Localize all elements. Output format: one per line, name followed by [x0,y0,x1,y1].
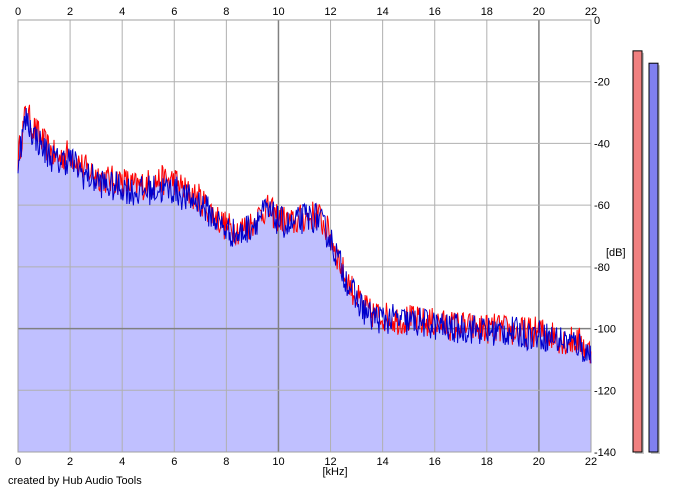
x-tick-label-bottom: 16 [429,456,441,468]
plot-border [17,19,592,453]
y-tick-label: -120 [594,385,616,397]
x-tick-label-bottom: 20 [533,456,545,468]
spectrum-lines [17,104,592,364]
x-tick-label-top: 4 [119,6,125,18]
x-tick-label-top: 18 [481,6,493,18]
spectrum-area-fill [18,104,591,453]
y-tick-label: -140 [594,447,616,459]
y-tick-label: -100 [594,324,616,336]
x-axis-unit-label: [kHz] [322,466,347,478]
tick-labels: 002244668810101212141416161818202022220-… [15,6,616,468]
x-tick-label-bottom: 22 [585,456,597,468]
x-tick-label-top: 10 [272,6,284,18]
x-tick-label-top: 6 [171,6,177,18]
y-axis-unit-label: [dB] [606,247,626,259]
x-tick-label-bottom: 12 [324,456,336,468]
x-tick-label-bottom: 8 [223,456,229,468]
x-tick-label-bottom: 18 [481,456,493,468]
meter-bar-right [648,62,659,453]
y-tick-label: -20 [594,77,610,89]
credit-text: created by Hub Audio Tools [8,475,142,487]
x-tick-label-bottom: 4 [119,456,125,468]
x-tick-label-bottom: 6 [171,456,177,468]
level-meters [632,50,660,454]
spectrum-fill [18,104,591,453]
x-tick-label-bottom: 14 [377,456,389,468]
x-tick-label-bottom: 0 [15,456,21,468]
x-tick-label-top: 22 [585,6,597,18]
x-tick-label-top: 2 [67,6,73,18]
x-tick-label-top: 14 [377,6,389,18]
y-tick-label: -60 [594,200,610,212]
x-tick-label-top: 20 [533,6,545,18]
x-tick-label-top: 12 [324,6,336,18]
x-tick-label-top: 16 [429,6,441,18]
y-tick-label: 0 [594,15,600,27]
x-tick-label-top: 0 [15,6,21,18]
x-tick-label-bottom: 10 [272,456,284,468]
y-tick-label: -80 [594,262,610,274]
x-tick-label-bottom: 2 [67,456,73,468]
x-tick-label-top: 8 [223,6,229,18]
series-line-right [17,107,592,364]
y-tick-label: -40 [594,138,610,150]
meter-bar-left [632,50,643,453]
